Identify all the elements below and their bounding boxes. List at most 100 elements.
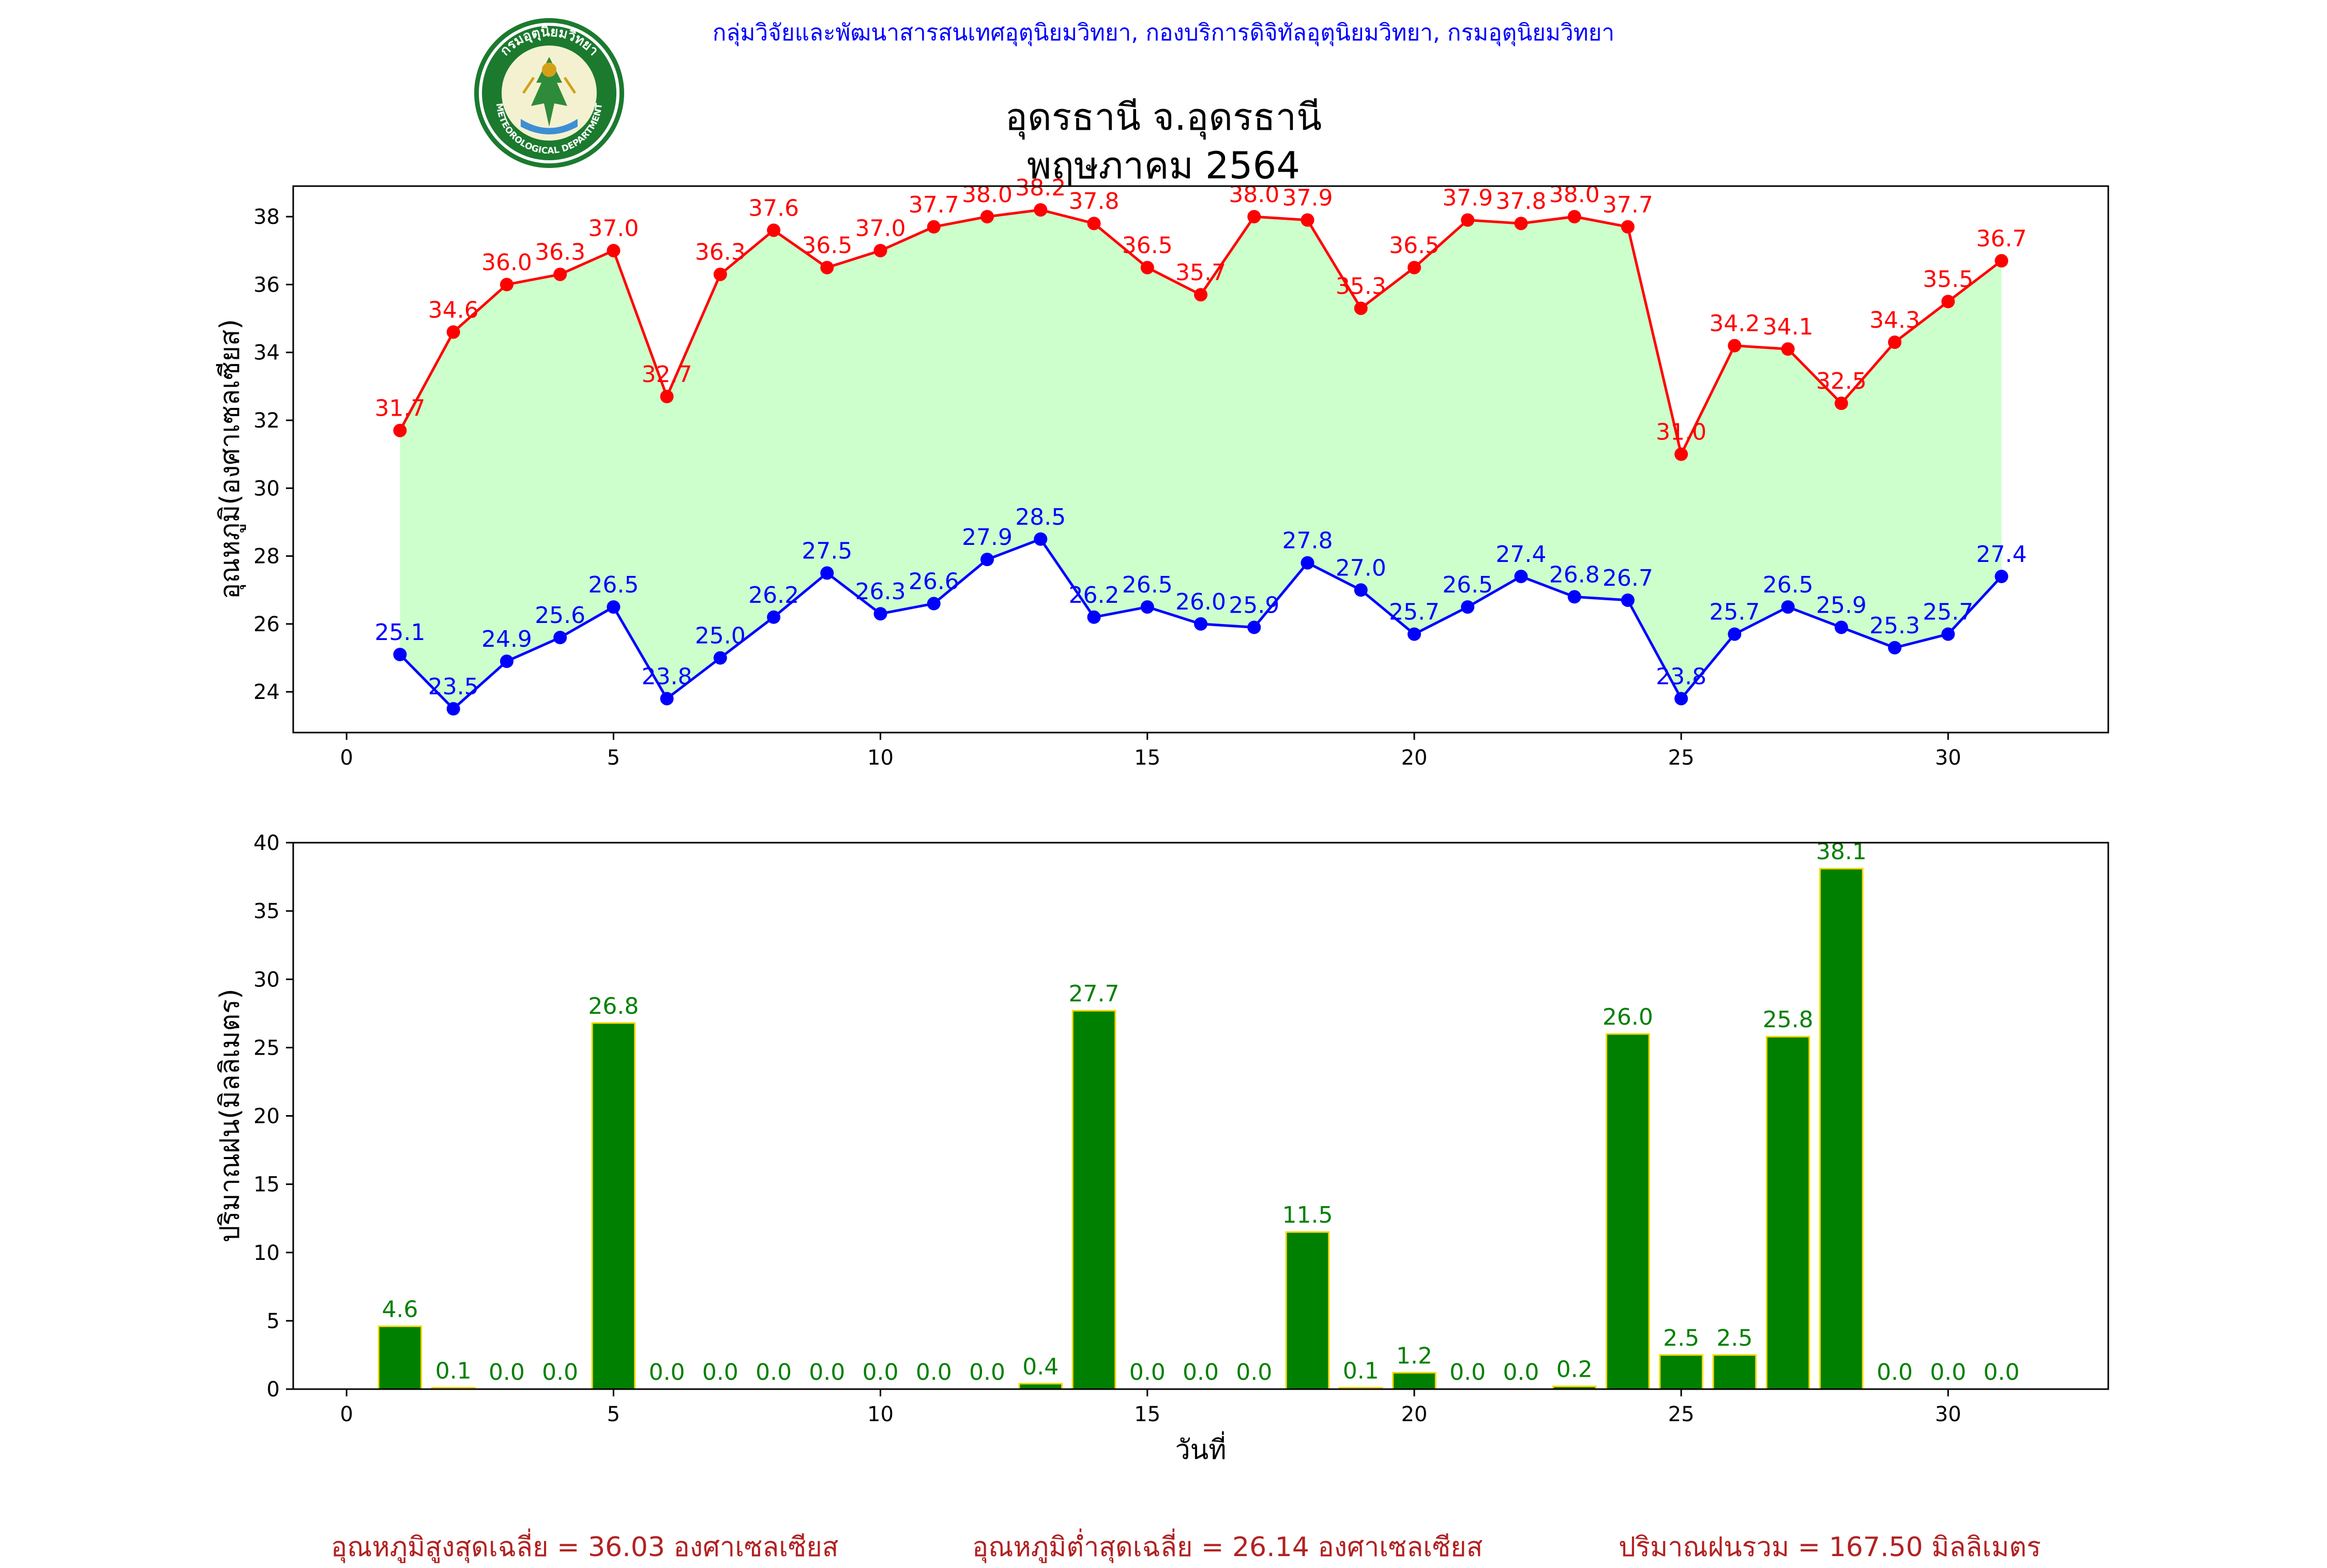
min-temp-value-label: 25.9: [1816, 592, 1867, 618]
rainfall-bar: [1712, 1354, 1757, 1390]
min-temp-point: [767, 610, 781, 624]
max-temp-point: [1994, 254, 2008, 268]
min-temp-value-label: 26.3: [855, 579, 906, 605]
rainfall-y-tick-label: 20: [253, 1105, 280, 1129]
max-temp-point: [1034, 203, 1048, 217]
rainfall-y-tick-label: 15: [253, 1173, 280, 1197]
max-temp-point: [820, 261, 834, 275]
temperature-y-axis-label: อุณหภูมิ(องศาเซลเซียส): [215, 319, 246, 599]
min-temp-value-label: 23.8: [1656, 663, 1706, 690]
min-temp-point: [1888, 641, 1902, 654]
max-temp-value-label: 36.3: [695, 239, 746, 266]
max-temp-point: [1888, 336, 1902, 349]
max-temp-value-label: 37.7: [1603, 192, 1653, 218]
min-temp-value-label: 25.7: [1709, 599, 1760, 626]
max-temp-point: [1354, 301, 1368, 315]
rainfall-value-label: 0.0: [649, 1359, 685, 1386]
rainfall-x-tick-label: 25: [1668, 1403, 1695, 1426]
rainfall-value-label: 0.2: [1557, 1357, 1593, 1383]
average-max-temp-summary: อุณหภูมิสูงสุดเฉลี่ย = 36.03 องศาเซลเซีย…: [331, 1532, 839, 1563]
max-temp-value-label: 36.5: [802, 233, 852, 259]
max-temp-value-label: 31.7: [374, 395, 425, 422]
min-temp-point: [1941, 627, 1955, 641]
temperature-chart: 31.734.636.0 36.337.032.736.337.636.537.0…: [215, 175, 2109, 770]
max-temp-point: [1834, 397, 1848, 410]
min-temp-value-label: 25.7: [1923, 599, 1973, 626]
min-temp-value-label: 23.8: [642, 663, 692, 690]
min-temp-value-label: 26.6: [909, 569, 959, 595]
temperature-x-tick-label: 20: [1401, 746, 1427, 770]
temperature-x-tick-label: 10: [867, 746, 894, 770]
rainfall-chart: 4.6 0.1 0.0 0.0 26.8 0.0 0.0 0.0 0.0 0.0 0.0 0.0 0.4…: [215, 831, 2109, 1466]
rainfall-y-tick-label: 30: [253, 968, 280, 992]
min-temp-value-label: 25.1: [374, 619, 425, 646]
max-temp-point: [1941, 295, 1955, 309]
min-temp-value-label: 27.4: [1495, 541, 1546, 568]
rainfall-bar: [1606, 1033, 1650, 1390]
rainfall-value-label: 26.0: [1603, 1004, 1653, 1030]
min-temp-point: [1194, 617, 1207, 631]
temperature-y-tick-label: 36: [253, 273, 280, 297]
max-temp-point: [1301, 213, 1314, 227]
min-temp-value-label: 25.9: [1229, 592, 1279, 618]
rainfall-y-tick-label: 10: [253, 1241, 280, 1265]
rainfall-value-label: 0.0: [1877, 1359, 1913, 1386]
rainfall-value-label: 0.0: [916, 1359, 952, 1386]
max-temp-point: [500, 278, 513, 292]
rainfall-value-label: 0.0: [1984, 1359, 2020, 1386]
rainfall-value-label: 0.0: [969, 1359, 1005, 1386]
rainfall-bar: [1765, 1036, 1810, 1390]
rainfall-value-label: 0.0: [1503, 1359, 1539, 1386]
max-temp-point: [1567, 210, 1581, 224]
department-credit: กลุ่มวิจัยและพัฒนาสารสนเทศอุตุนิยมวิทยา,…: [712, 20, 1615, 46]
max-temp-value-label: 35.3: [1336, 273, 1386, 299]
max-temp-value-label: 37.6: [748, 195, 799, 221]
min-temp-value-label: 27.5: [802, 538, 852, 564]
rainfall-x-tick-label: 10: [867, 1403, 894, 1426]
rainfall-bar: [1071, 1010, 1116, 1390]
min-temp-point: [927, 597, 941, 611]
min-temp-value-label: 25.6: [535, 602, 585, 629]
rainfall-y-tick-label: 40: [253, 831, 280, 855]
min-temp-point: [607, 600, 621, 614]
temperature-plot-frame: [292, 185, 2109, 734]
max-temp-value-label: 38.2: [1015, 175, 1066, 201]
rainfall-bar: [1392, 1372, 1437, 1390]
max-temp-value-label: 36.5: [1389, 233, 1440, 259]
rainfall-value-label: 0.0: [809, 1359, 845, 1386]
rainfall-x-tick-label: 30: [1935, 1403, 1961, 1426]
min-temp-point: [1674, 692, 1688, 706]
temperature-y-tick-label: 26: [253, 613, 280, 636]
rainfall-y-axis-label: ปริมาณฝน(มิลลิเมตร): [215, 988, 246, 1242]
rainfall-value-label: 0.0: [1236, 1359, 1272, 1386]
min-temp-value-label: 26.5: [588, 572, 639, 598]
average-min-temp-summary: อุณหภูมิต่ำสุดเฉลี่ย = 26.14 องศาเซลเซีย…: [972, 1532, 1483, 1563]
min-temp-value-label: 26.5: [1763, 572, 1814, 598]
min-temp-value-label: 27.0: [1336, 555, 1386, 581]
min-temp-value-label: 27.4: [1976, 541, 2027, 568]
min-temp-point: [1728, 627, 1742, 641]
max-temp-point: [1194, 288, 1207, 302]
max-temp-value-label: 31.0: [1656, 419, 1706, 446]
rainfall-value-label: 0.1: [1343, 1358, 1379, 1384]
rainfall-bar: [591, 1022, 636, 1390]
min-temp-value-label: 24.9: [481, 626, 532, 652]
min-temp-value-label: 25.3: [1869, 613, 1920, 639]
min-temp-point: [446, 702, 460, 716]
total-rainfall-summary: ปริมาณฝนรวม = 167.50 มิลลิเมตร: [1619, 1532, 2041, 1563]
max-temp-point: [873, 243, 887, 257]
min-temp-value-label: 26.8: [1549, 561, 1600, 588]
rainfall-value-label: 0.0: [1449, 1359, 1486, 1386]
rainfall-bar: [377, 1325, 422, 1390]
max-temp-point: [1140, 261, 1154, 275]
max-temp-value-label: 37.8: [1495, 188, 1546, 215]
max-temp-point: [1247, 210, 1261, 224]
min-temp-point: [500, 654, 513, 668]
chart-title-station: อุดรธานี จ.อุดรธานี: [1005, 95, 1322, 139]
rainfall-value-label: 0.1: [435, 1358, 472, 1384]
max-temp-value-label: 36.5: [1122, 233, 1173, 259]
min-temp-point: [1621, 593, 1635, 607]
rainfall-value-label: 0.0: [1129, 1359, 1166, 1386]
temperature-x-tick-label: 5: [607, 746, 620, 770]
temperature-y-tick-label: 38: [253, 205, 280, 229]
